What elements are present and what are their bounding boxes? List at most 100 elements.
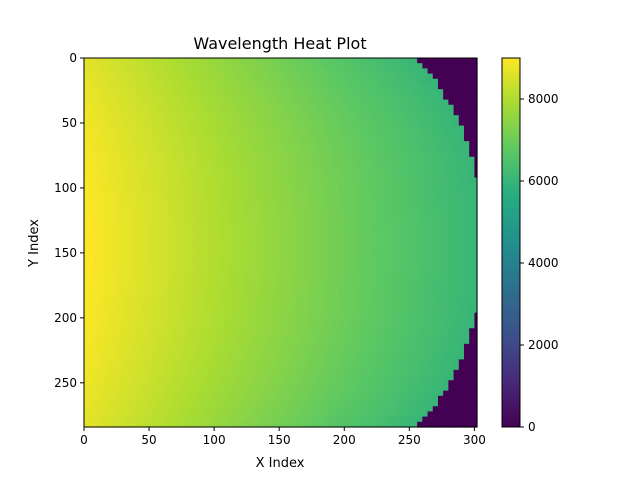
heatmap-cell: [276, 115, 283, 121]
heatmap-cell: [84, 68, 90, 75]
heatmap-cell: [453, 333, 460, 340]
heatmap-cell: [162, 369, 168, 376]
heatmap-cell: [203, 312, 210, 319]
heatmap-cell: [370, 291, 377, 298]
heatmap-cell: [188, 281, 194, 288]
heatmap-cell: [469, 265, 475, 272]
heatmap-cell: [125, 385, 132, 392]
heatmap-cell: [281, 63, 288, 69]
heatmap-cell: [151, 182, 158, 189]
heatmap-cell: [333, 380, 340, 387]
heatmap-cell: [406, 255, 413, 262]
heatmap-cell: [214, 286, 220, 293]
heatmap-cell: [417, 141, 423, 147]
heatmap-cell: [172, 385, 179, 392]
heatmap-cell: [333, 245, 340, 251]
heatmap-cell: [240, 312, 246, 319]
heatmap-cell: [177, 260, 184, 267]
heatmap-cell: [463, 349, 470, 355]
heatmap-cell: [130, 208, 137, 215]
heatmap-cell: [125, 83, 132, 90]
heatmap-cell: [115, 141, 122, 147]
heatmap-cell: [375, 208, 382, 215]
heatmap-cell: [474, 109, 478, 116]
heatmap-cell: [391, 245, 397, 251]
heatmap-cell: [245, 203, 252, 210]
heatmap-cell: [115, 333, 122, 340]
heatmap-cell: [182, 177, 189, 184]
heatmap-cell: [297, 203, 304, 210]
heatmap-cell: [115, 156, 122, 163]
heatmap-cell: [297, 78, 304, 85]
heatmap-cell: [182, 333, 189, 340]
heatmap-cell: [365, 328, 371, 335]
heatmap-cell: [328, 260, 335, 267]
heatmap-cell: [255, 156, 262, 163]
heatmap-cell: [469, 193, 475, 199]
heatmap-cell: [151, 208, 158, 215]
heatmap-cell: [302, 193, 309, 199]
heatmap-cell: [417, 250, 423, 257]
heatmap-cell: [328, 151, 335, 158]
heatmap-cell: [240, 390, 246, 397]
heatmap-cell: [370, 99, 377, 106]
heatmap-cell: [443, 354, 449, 361]
heatmap-cell: [182, 229, 189, 236]
heatmap-cell: [188, 375, 194, 381]
heatmap-cell: [260, 73, 267, 80]
heatmap-cell: [354, 364, 361, 371]
heatmap-cell: [323, 276, 330, 283]
heatmap-cell: [110, 380, 116, 387]
heatmap-cell: [208, 224, 215, 231]
heatmap-cell: [99, 349, 106, 355]
heatmap-cell: [302, 151, 309, 158]
heatmap-cell: [437, 307, 444, 314]
heatmap-cell: [203, 343, 210, 350]
heatmap-cell: [302, 286, 309, 293]
heatmap-cell: [136, 323, 142, 329]
heatmap-cell: [208, 359, 215, 366]
heatmap-cell: [89, 354, 96, 361]
heatmap-cell: [313, 104, 319, 111]
heatmap-cell: [354, 323, 361, 329]
heatmap-cell: [422, 224, 429, 231]
heatmap-cell: [375, 354, 382, 361]
heatmap-cell: [99, 312, 106, 319]
heatmap-cell: [130, 78, 137, 85]
heatmap-cell: [224, 385, 231, 392]
heatmap-cell: [307, 135, 314, 142]
heatmap-cell: [229, 151, 236, 158]
heatmap-cell: [370, 172, 377, 179]
heatmap-cell: [432, 328, 439, 335]
heatmap-cell: [417, 385, 423, 392]
heatmap-cell: [474, 193, 478, 199]
heatmap-cell: [396, 260, 403, 267]
heatmap-cell: [104, 219, 111, 225]
heatmap-cell: [469, 312, 475, 319]
heatmap-cell: [302, 104, 309, 111]
heatmap-cell: [84, 302, 90, 309]
heatmap-cell: [193, 369, 200, 376]
heatmap-cell: [208, 167, 215, 173]
heatmap-cell: [219, 312, 226, 319]
heatmap-cell: [469, 94, 475, 101]
heatmap-cell: [234, 302, 241, 309]
heatmap-cell: [208, 323, 215, 329]
heatmap-cell: [344, 375, 351, 381]
heatmap-cell: [333, 104, 340, 111]
heatmap-cell: [172, 234, 179, 241]
heatmap-cell: [437, 276, 444, 283]
heatmap-cell: [396, 213, 403, 220]
heatmap-cell: [453, 239, 460, 246]
heatmap-cell: [255, 323, 262, 329]
heatmap-cell: [266, 182, 272, 189]
heatmap-cell: [354, 297, 361, 303]
heatmap-cell: [271, 63, 278, 69]
heatmap-cell: [146, 203, 153, 210]
heatmap-cell: [245, 104, 252, 111]
heatmap-cell: [354, 208, 361, 215]
heatmap-cell: [469, 297, 475, 303]
heatmap-cell: [427, 239, 434, 246]
heatmap-cell: [313, 328, 319, 335]
heatmap-cell: [427, 369, 434, 376]
